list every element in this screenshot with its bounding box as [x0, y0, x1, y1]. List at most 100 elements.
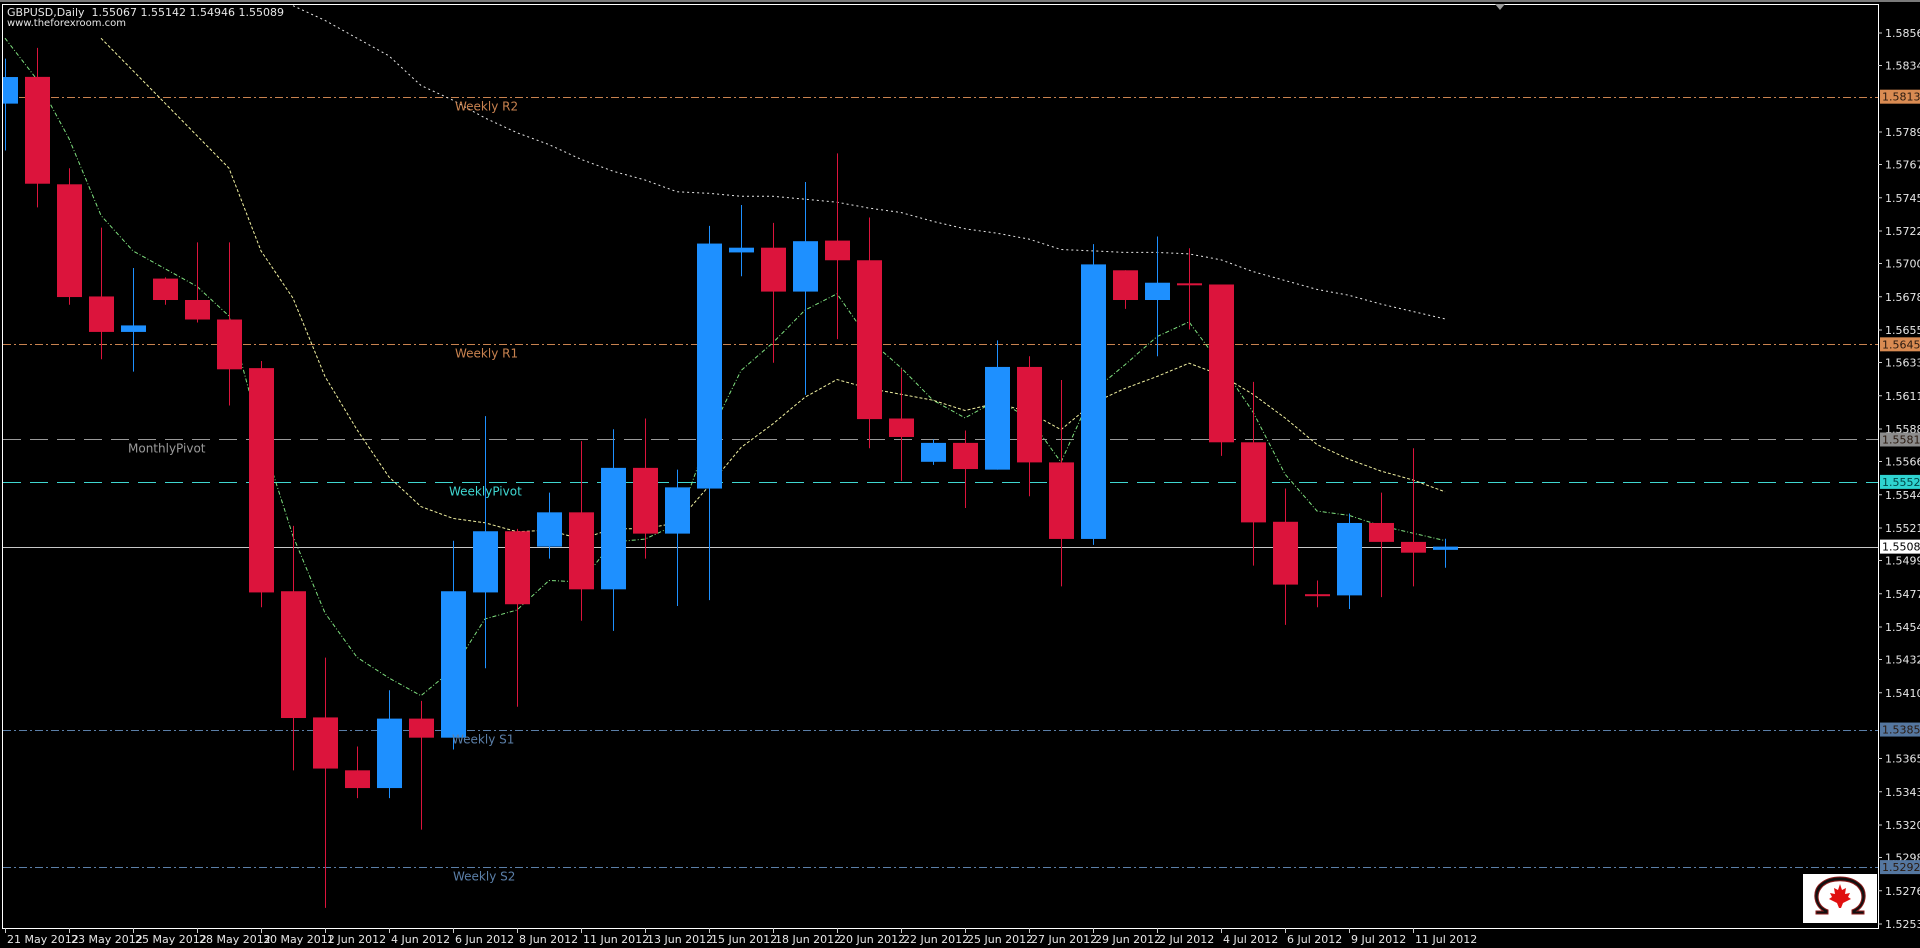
- time-tick-label: 28 May 2012: [199, 933, 271, 946]
- price-tick-label: 1.54770: [1885, 588, 1920, 601]
- price-tick-label: 1.57450: [1885, 192, 1920, 205]
- candle-body: [505, 531, 530, 605]
- candle: [1433, 538, 1458, 568]
- price-tag-label: 1.58134: [1882, 91, 1920, 104]
- time-tick-label: 29 Jun 2012: [1095, 933, 1161, 946]
- candle: [377, 690, 402, 799]
- candle: [537, 492, 562, 559]
- candle-body: [889, 418, 914, 437]
- candle-body: [601, 467, 626, 590]
- price-tag-bg: [1880, 432, 1920, 447]
- candle-body: [185, 300, 210, 320]
- candle-body: [665, 487, 690, 534]
- candle-body: [313, 717, 338, 769]
- candle: [697, 225, 722, 601]
- time-tick-label: 25 Jun 2012: [967, 933, 1033, 946]
- candle: [89, 227, 114, 360]
- candle: [57, 168, 82, 305]
- time-tick-label: 15 Jun 2012: [711, 933, 777, 946]
- candle-body: [1209, 284, 1234, 443]
- price-tag-bg: [1880, 860, 1920, 875]
- time-tick-label: 13 Jun 2012: [647, 933, 713, 946]
- price-tick-label: 1.52535: [1885, 918, 1920, 931]
- time-tick-label: 6 Jun 2012: [455, 933, 514, 946]
- price-tick-label: 1.57225: [1885, 225, 1920, 238]
- price-tick-label: 1.56555: [1885, 324, 1920, 337]
- level-label: Weekly S1: [452, 733, 514, 747]
- time-tick-label: 23 May 2012: [71, 933, 143, 946]
- level-label: WeeklyPivot: [449, 485, 522, 499]
- candle: [889, 368, 914, 481]
- time-tick-label: 30 May 2012: [263, 933, 335, 946]
- time-tick-label: 27 Jun 2012: [1031, 933, 1097, 946]
- bid-tag-bg: [1880, 539, 1920, 554]
- candle: [441, 540, 466, 750]
- candle: [1337, 513, 1362, 609]
- pivot-level-labels: Weekly R2 Weekly R1 MonthlyPivot WeeklyPivo…: [128, 100, 522, 884]
- candle: [921, 439, 946, 465]
- price-axis: 1.58565 1.58345 1.57895 1.57675 1.57450 1.572…: [1878, 27, 1920, 931]
- candle: [1145, 236, 1170, 357]
- candle: [505, 528, 530, 707]
- time-tick-label: 4 Jun 2012: [391, 933, 450, 946]
- price-tick-label: 1.54100: [1885, 687, 1920, 700]
- candle-body: [57, 184, 82, 298]
- candle-body: [1401, 541, 1426, 553]
- candle-body: [345, 770, 370, 789]
- candle-body: [1273, 521, 1298, 585]
- candle-body: [1049, 462, 1074, 539]
- candle-body: [1145, 282, 1170, 301]
- candle: [1209, 284, 1234, 456]
- time-tick-label: 11 Jun 2012: [583, 933, 649, 946]
- price-tag-bg: [1880, 89, 1920, 104]
- candle: [1305, 580, 1330, 608]
- candle-body: [857, 260, 882, 420]
- candle: [25, 47, 50, 208]
- price-tick-label: 1.54325: [1885, 654, 1920, 667]
- candle: [281, 525, 306, 771]
- candle-body: [921, 442, 946, 462]
- candle-body: [1337, 522, 1362, 596]
- candle-body: [1369, 522, 1394, 542]
- price-tick-label: 1.52760: [1885, 885, 1920, 898]
- candle: [217, 242, 242, 406]
- price-tick-label: 1.55665: [1885, 456, 1920, 469]
- candle: [601, 429, 626, 631]
- scroll-marker-icon[interactable]: [1495, 4, 1505, 10]
- candle-body: [89, 296, 114, 332]
- candle-body: [633, 467, 658, 534]
- time-tick-label: 8 Jun 2012: [519, 933, 578, 946]
- candle-body: [1017, 366, 1042, 463]
- candle: [249, 361, 274, 608]
- time-tick-label: 1 Jun 2012: [327, 933, 386, 946]
- candle-body: [153, 278, 178, 301]
- candle: [1369, 492, 1394, 598]
- price-tick-label: 1.57675: [1885, 159, 1920, 172]
- candle-body: [1113, 270, 1138, 301]
- candle: [825, 153, 850, 340]
- candle: [313, 657, 338, 908]
- candle-body: [793, 241, 818, 292]
- candle-body: [1305, 594, 1330, 597]
- price-tick-label: 1.58345: [1885, 60, 1920, 73]
- price-tick-label: 1.56780: [1885, 291, 1920, 304]
- time-tick-label: 22 Jun 2012: [903, 933, 969, 946]
- time-tick-label: 18 Jun 2012: [775, 933, 841, 946]
- time-tick-label: 6 Jul 2012: [1287, 933, 1342, 946]
- candle: [985, 340, 1010, 470]
- candle-body: [281, 591, 306, 719]
- time-tick-label: 20 Jun 2012: [839, 933, 905, 946]
- candle: [761, 222, 786, 363]
- level-label: Weekly R1: [455, 347, 518, 361]
- candle: [1273, 488, 1298, 625]
- candle-body: [537, 512, 562, 547]
- candle: [1241, 381, 1266, 566]
- moving-average-medium: [100, 37, 1446, 540]
- candle: [1401, 448, 1426, 587]
- candle-body: [249, 368, 274, 593]
- candle-body: [377, 718, 402, 789]
